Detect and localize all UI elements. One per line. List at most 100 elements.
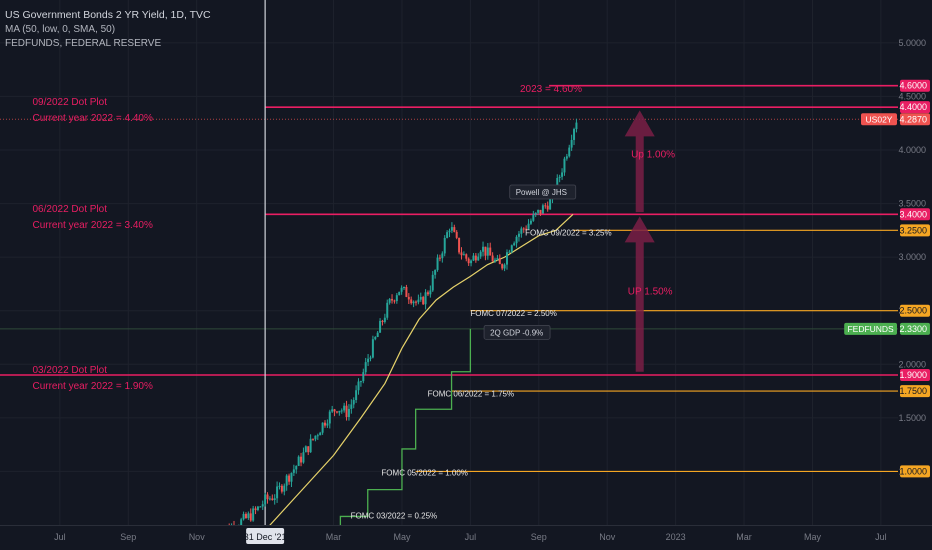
candle-body — [532, 214, 535, 221]
series-name-badge — [844, 322, 897, 335]
up-arrow-icon — [624, 216, 655, 372]
series-name-badge — [861, 113, 897, 126]
annotation-label: Current year 2022 = 4.40% — [32, 113, 152, 124]
callout-label: 2Q GDP -0.9% — [490, 328, 543, 337]
candle-body — [436, 257, 439, 270]
symbol-title[interactable]: US Government Bonds 2 YR Yield, 1D, TVC — [5, 9, 211, 21]
candle-body — [508, 251, 511, 253]
time-axis-tick: May — [393, 532, 411, 542]
annotation-label: Current year 2022 = 3.40% — [32, 220, 152, 231]
time-axis-tick: Jul — [875, 532, 887, 542]
callout-box — [483, 324, 551, 340]
time-axis-tick: Nov — [189, 532, 206, 542]
candle-body — [575, 122, 578, 130]
annotation-label: FOMC 07/2022 = 2.50% — [470, 309, 557, 318]
time-axis-tick: Mar — [736, 532, 752, 542]
time-axis-marker-badge — [246, 528, 285, 544]
candle-body — [520, 228, 523, 234]
candle-body — [510, 245, 513, 252]
price-axis-badge — [900, 208, 930, 221]
price-axis-badge-label: 2.5000 — [899, 306, 927, 316]
arrow-annotations — [624, 110, 655, 372]
time-axis-tick: 31 Dec '21 — [244, 532, 287, 542]
candle-body — [424, 292, 427, 305]
candle-body — [383, 317, 386, 322]
candle-body — [371, 339, 374, 358]
up-arrow-icon — [624, 110, 655, 213]
candle-body — [335, 411, 338, 413]
candle-body — [470, 260, 473, 264]
price-axis-tick: 2.0000 — [898, 359, 926, 369]
candle-body — [563, 158, 566, 173]
candle-body — [498, 258, 501, 265]
candle-body — [455, 231, 458, 238]
annotation-label: FOMC 03/2022 = 0.25% — [351, 512, 438, 521]
candle-body — [391, 298, 394, 301]
overlay-label[interactable]: FEDFUNDS, FEDERAL RESERVE — [5, 38, 162, 49]
price-axis-badge-label: 1.9000 — [899, 370, 927, 380]
price-axis[interactable]: 5.0000 4.5000 4.0000 3.5000 3.0000 2.5000 2.00… — [844, 0, 932, 550]
candle-body — [357, 381, 360, 391]
price-axis-badge-label: 3.2500 — [899, 225, 927, 235]
candle-body — [261, 504, 264, 507]
candle-body — [489, 247, 492, 256]
price-axis-tick: 4.0000 — [898, 145, 926, 155]
candle-body — [319, 432, 322, 436]
candle-body — [343, 405, 346, 411]
ma-line — [230, 213, 574, 550]
horizontal-levels — [0, 84, 898, 472]
candle-body — [278, 485, 281, 487]
price-axis-badge — [900, 224, 930, 237]
candle-body — [467, 258, 470, 264]
candle-body — [443, 237, 446, 254]
candle-body — [359, 381, 362, 383]
callout-annotations: Powell @ JHS 2Q GDP -0.9% — [483, 184, 577, 340]
candle-body — [252, 508, 255, 521]
price-badge — [900, 113, 930, 126]
annotation-label: 2023 = 4.60% — [520, 84, 582, 95]
candle-body — [491, 255, 494, 262]
annotation-label: FOMC 06/2022 = 1.75% — [428, 389, 514, 398]
candle-body — [395, 295, 398, 302]
candle-body — [312, 438, 315, 440]
candle-body — [355, 390, 358, 401]
candle-body — [271, 498, 274, 500]
candle-body — [285, 475, 288, 486]
candle-body — [462, 254, 465, 256]
candle-body — [340, 410, 343, 412]
candle-body — [450, 227, 453, 231]
candle-body — [446, 232, 449, 238]
candle-body — [295, 465, 298, 470]
candle-body — [544, 205, 547, 207]
annotation-label: 06/2022 Dot Plot — [32, 204, 107, 215]
indicator-label[interactable]: MA (50, low, 0, SMA, 50) — [5, 23, 116, 35]
time-axis-tick: Mar — [326, 532, 342, 542]
candle-body — [367, 358, 370, 363]
time-axis[interactable]: Jul Sep Nov 31 Dec '21 Mar May Jul Sep Nov 2023 Ma… — [0, 525, 932, 550]
candle-body — [472, 255, 475, 261]
candle-body — [244, 513, 247, 519]
candle-body — [314, 435, 317, 440]
candle-body — [513, 243, 516, 246]
price-badge-label: 4.2870 — [899, 114, 927, 124]
candle-body — [561, 172, 564, 177]
candle-body — [400, 287, 403, 292]
candle-body — [477, 256, 480, 261]
price-axis-badge — [900, 304, 930, 317]
candle-body — [546, 205, 549, 210]
price-axis-badge-label: 1.0000 — [899, 466, 927, 476]
candle-body — [541, 205, 544, 214]
price-axis-badge — [900, 465, 930, 478]
candle-body — [417, 299, 420, 303]
candle-body — [465, 254, 468, 259]
candle-body — [410, 299, 413, 304]
candle-body — [307, 446, 310, 453]
time-axis-tick: Jul — [54, 532, 66, 542]
candle-body — [388, 298, 391, 303]
annotation-label: 09/2022 Dot Plot — [32, 97, 107, 108]
candle-body — [347, 408, 350, 418]
candle-body — [565, 156, 568, 159]
candle-body — [460, 252, 463, 256]
